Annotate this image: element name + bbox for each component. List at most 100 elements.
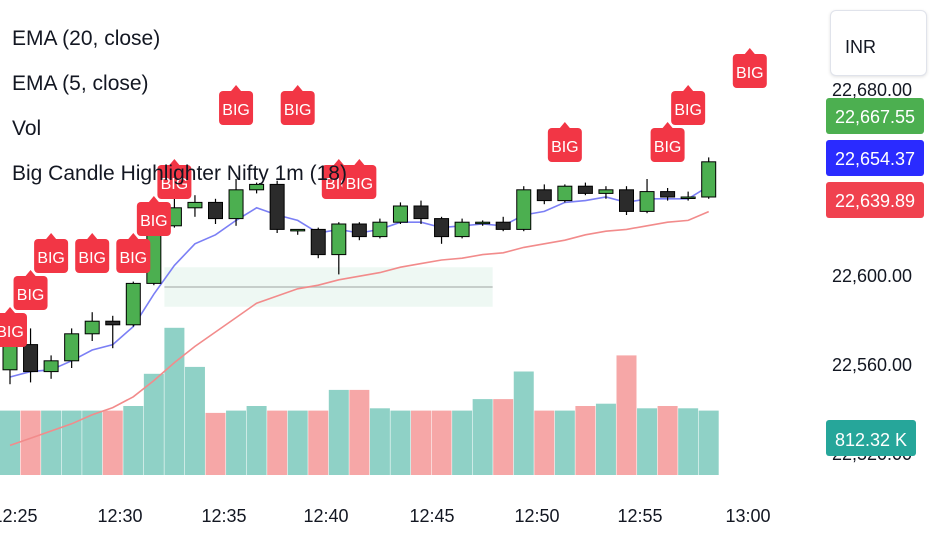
ema20-line bbox=[9, 210, 710, 447]
candle bbox=[351, 223, 367, 238]
big-label-pointer bbox=[148, 196, 159, 202]
volume-tag-box bbox=[826, 420, 916, 456]
big-label-pointer bbox=[169, 159, 180, 165]
candle bbox=[392, 205, 408, 223]
big-label-box bbox=[219, 91, 254, 125]
volume-bar bbox=[61, 410, 82, 475]
candle bbox=[372, 221, 388, 238]
y-tick-label: 22,680.00 bbox=[832, 80, 912, 100]
candle bbox=[619, 189, 634, 212]
candle bbox=[125, 282, 141, 326]
big-label-box bbox=[157, 165, 192, 199]
big-label-pointer bbox=[354, 159, 365, 165]
price-tag: 22,667.55 bbox=[835, 107, 915, 127]
big-label-box bbox=[342, 165, 377, 199]
big-label: BIG bbox=[140, 213, 168, 230]
candle bbox=[84, 320, 100, 335]
candle bbox=[23, 344, 39, 373]
candle bbox=[454, 221, 470, 238]
volume-bar bbox=[82, 410, 103, 475]
big-label-pointer bbox=[744, 48, 755, 54]
big-label: BIG bbox=[654, 139, 682, 156]
candle bbox=[639, 191, 655, 212]
big-label-pointer bbox=[46, 233, 57, 239]
big-label-box bbox=[732, 54, 767, 88]
big-label-pointer bbox=[128, 233, 139, 239]
price-tag-box bbox=[826, 182, 924, 218]
candle bbox=[331, 223, 347, 256]
candle bbox=[290, 228, 306, 232]
candle bbox=[701, 161, 717, 198]
candle bbox=[64, 333, 80, 362]
big-label: BIG bbox=[120, 250, 148, 267]
big-label: BIG bbox=[17, 287, 45, 304]
big-label-pointer bbox=[333, 159, 344, 165]
big-label: BIG bbox=[161, 176, 189, 193]
volume-bar bbox=[226, 410, 247, 475]
volume-bar bbox=[287, 410, 308, 475]
legend-ema20[interactable]: EMA (20, close) bbox=[12, 27, 161, 50]
price-tag: 22,639.89 bbox=[835, 191, 915, 211]
volume-bar bbox=[349, 389, 370, 475]
volume-bar bbox=[184, 366, 205, 475]
candle bbox=[536, 189, 552, 202]
currency-selector[interactable]: INR bbox=[830, 10, 927, 76]
volume-bar bbox=[369, 408, 390, 475]
big-label-box bbox=[650, 128, 685, 162]
big-label: BIG bbox=[0, 324, 24, 341]
candle bbox=[516, 189, 532, 230]
candle bbox=[105, 320, 121, 326]
candle bbox=[2, 344, 18, 371]
big-label: BIG bbox=[551, 139, 579, 156]
big-label-pointer bbox=[25, 270, 36, 276]
volume-tag: 812.32 K bbox=[835, 430, 907, 450]
candle bbox=[660, 191, 676, 198]
volume-bar bbox=[595, 403, 616, 475]
candle bbox=[310, 228, 326, 256]
candle bbox=[249, 183, 265, 191]
legend-volume[interactable]: Vol bbox=[12, 117, 42, 140]
big-label-pointer bbox=[683, 85, 694, 91]
candle bbox=[434, 218, 450, 238]
volume-bar bbox=[267, 410, 288, 475]
y-tick-label: 22,600.00 bbox=[832, 266, 912, 286]
x-tick-label: 12:55 bbox=[617, 506, 662, 526]
x-tick-label: 12:45 bbox=[409, 506, 454, 526]
big-label-pointer bbox=[559, 122, 570, 128]
big-label-box bbox=[116, 239, 151, 273]
big-label-pointer bbox=[87, 233, 98, 239]
big-label-box bbox=[136, 202, 171, 236]
volume-bar bbox=[698, 410, 719, 475]
legend-big-candle-highlighter[interactable]: Big Candle Highlighter Nifty 1m (18) bbox=[12, 162, 347, 185]
price-tag: 22,654.37 bbox=[835, 149, 915, 169]
big-label: BIG bbox=[37, 250, 65, 267]
candle bbox=[43, 360, 59, 373]
volume-bar bbox=[513, 371, 534, 475]
big-label-box bbox=[0, 313, 27, 347]
big-label-box bbox=[671, 91, 706, 125]
volume-bar bbox=[472, 399, 493, 475]
volume-bar bbox=[123, 406, 144, 475]
big-label-box bbox=[13, 276, 48, 310]
candle bbox=[413, 205, 429, 220]
legend-ema5[interactable]: EMA (5, close) bbox=[12, 72, 149, 95]
volume-bar bbox=[164, 327, 185, 475]
volume-bar bbox=[411, 410, 431, 475]
price-tag-box bbox=[826, 140, 924, 176]
big-label-pointer bbox=[5, 307, 15, 313]
volume-bar bbox=[575, 406, 596, 475]
big-label: BIG bbox=[346, 176, 374, 193]
candle bbox=[475, 221, 491, 225]
indicator-legend: EMA (20, close) EMA (5, close) Vol Big C… bbox=[12, 28, 347, 208]
candle bbox=[208, 201, 223, 220]
candle bbox=[598, 189, 614, 194]
big-label-pointer bbox=[231, 85, 242, 91]
x-tick-label: 12:40 bbox=[303, 506, 348, 526]
candle bbox=[577, 185, 593, 194]
candle bbox=[228, 189, 244, 220]
volume-bar bbox=[452, 410, 473, 475]
volume-bar bbox=[0, 410, 20, 475]
volume-bar bbox=[102, 410, 123, 475]
volume-bar bbox=[431, 410, 452, 475]
